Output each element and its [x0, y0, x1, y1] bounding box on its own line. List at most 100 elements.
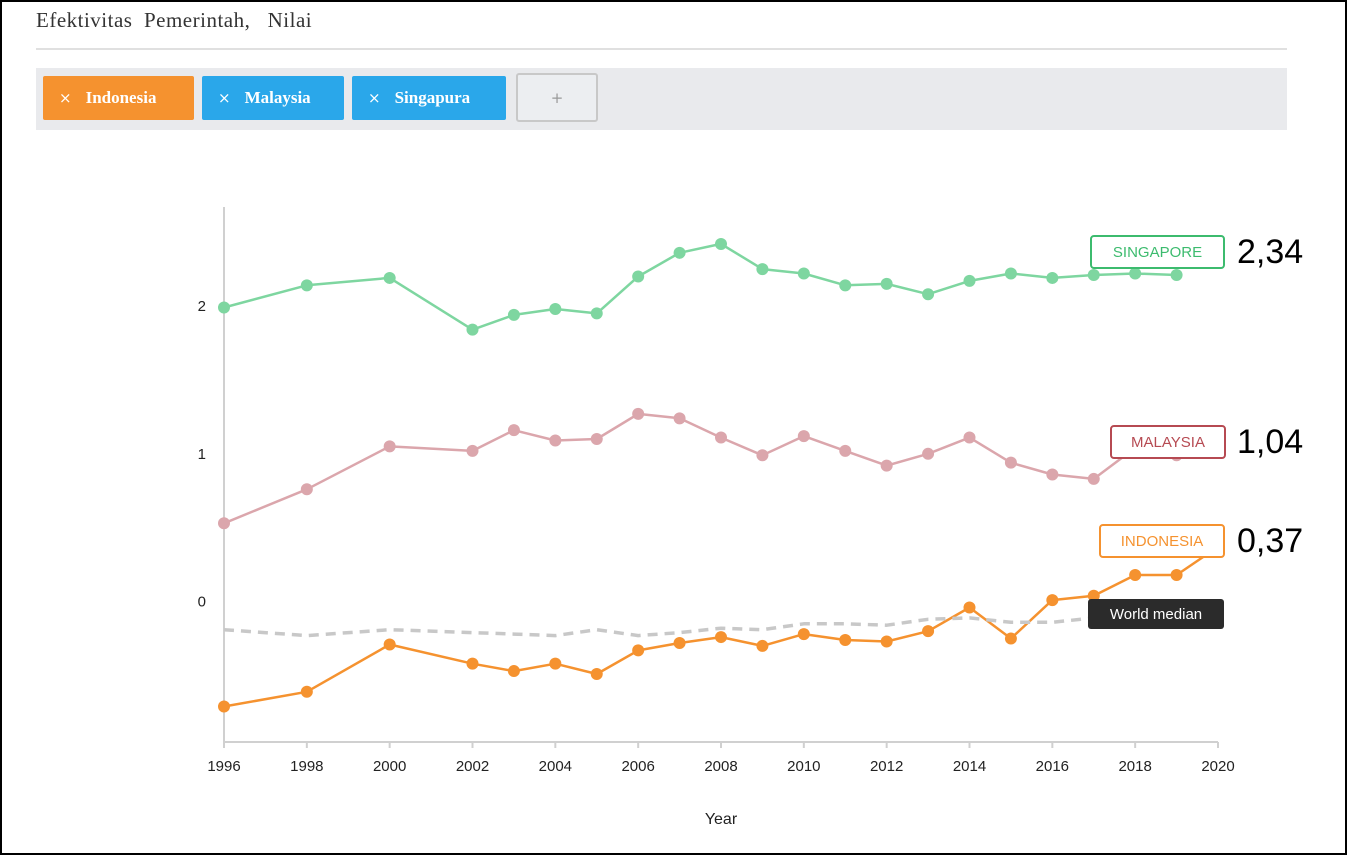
singapore-point[interactable]	[549, 302, 562, 315]
singapore-point[interactable]	[300, 279, 313, 292]
indonesia-point[interactable]	[1170, 568, 1183, 581]
remove-singapura-icon[interactable]: ×	[368, 89, 381, 107]
malaysia-point[interactable]	[1004, 456, 1017, 469]
singapore-line	[223, 242, 1177, 331]
singapore-point[interactable]	[1170, 268, 1183, 281]
x-tick-label: 2006	[621, 758, 654, 775]
singapore-point[interactable]	[1129, 267, 1142, 280]
remove-indonesia-icon[interactable]: ×	[59, 89, 72, 107]
indonesia-point[interactable]	[218, 700, 230, 713]
x-tick-label: 1998	[290, 758, 323, 775]
singapore-point[interactable]	[1087, 268, 1100, 281]
malaysia-point[interactable]	[797, 430, 810, 443]
singapore-point[interactable]	[383, 271, 396, 284]
singapore-point[interactable]	[756, 263, 769, 276]
world-median-tag-label: World median	[1110, 606, 1202, 623]
malaysia-point[interactable]	[756, 449, 769, 462]
indonesia-point[interactable]	[632, 644, 645, 657]
malaysia-point[interactable]	[1087, 472, 1100, 485]
x-tick-label: 2012	[870, 758, 903, 775]
malaysia-point[interactable]	[632, 407, 645, 420]
malaysia-point[interactable]	[715, 431, 727, 444]
indonesia-point[interactable]	[673, 636, 686, 649]
singapore-point[interactable]	[963, 274, 976, 287]
malaysia-point[interactable]	[880, 459, 893, 472]
singapore-point[interactable]	[1046, 271, 1059, 284]
x-tick-label: 2014	[953, 758, 986, 775]
x-tick-label: 2004	[539, 758, 572, 775]
indonesia-point[interactable]	[963, 601, 976, 614]
malaysia-point[interactable]	[300, 483, 313, 496]
remove-malaysia-icon[interactable]: ×	[218, 89, 231, 107]
title-divider	[36, 48, 1287, 50]
indonesia-point[interactable]	[1004, 632, 1017, 645]
singapore-point[interactable]	[590, 307, 603, 320]
malaysia-point[interactable]	[507, 424, 520, 437]
singapore-point[interactable]	[715, 237, 727, 250]
malaysia-point[interactable]	[922, 447, 935, 460]
indonesia-point[interactable]	[1129, 568, 1142, 581]
malaysia-point[interactable]	[383, 440, 396, 453]
x-tick-label: 2008	[704, 758, 737, 775]
chip-singapura-label: Singapura	[394, 88, 471, 107]
malaysia-tag-label: MALAYSIA	[1131, 434, 1205, 451]
singapore-tag-label: SINGAPORE	[1113, 244, 1202, 261]
malaysia-point[interactable]	[1046, 468, 1059, 481]
singapore-point[interactable]	[797, 267, 810, 280]
indonesia-point[interactable]	[839, 634, 852, 647]
malaysia-point[interactable]	[466, 444, 479, 457]
indonesia-point[interactable]	[1087, 589, 1100, 602]
chip-malaysia[interactable]: × Malaysia	[202, 76, 344, 120]
singapore-point[interactable]	[880, 277, 893, 290]
x-tick-label: 2000	[373, 758, 406, 775]
x-axis-label: Year	[705, 811, 738, 828]
malaysia-point[interactable]	[963, 431, 976, 444]
chip-indonesia-label: Indonesia	[85, 88, 157, 107]
malaysia-point[interactable]	[218, 517, 230, 530]
indonesia-point[interactable]	[300, 685, 313, 698]
singapore-point[interactable]	[673, 246, 686, 259]
chip-singapura[interactable]: × Singapura	[352, 76, 506, 120]
indonesia-point[interactable]	[1046, 594, 1059, 607]
indonesia-end-value: 0,37	[1237, 522, 1304, 560]
plus-icon: +	[550, 88, 564, 107]
malaysia-tag-box	[1110, 425, 1226, 459]
world-median-tag: World median	[1088, 599, 1224, 629]
x-ticks: 1996 1998 2000 2002 2004 2006 2008 2010 2012 2014…	[207, 742, 1235, 775]
series-group	[218, 237, 1224, 713]
malaysia-point[interactable]	[673, 412, 686, 425]
indonesia-point[interactable]	[880, 635, 893, 648]
malaysia-point[interactable]	[590, 433, 603, 446]
singapore-point[interactable]	[839, 279, 852, 292]
world-median-tag-box	[1088, 599, 1224, 629]
indonesia-tag-label: INDONESIA	[1121, 533, 1204, 550]
singapore-point[interactable]	[922, 288, 935, 301]
indonesia-point[interactable]	[590, 668, 603, 681]
malaysia-point[interactable]	[549, 434, 562, 447]
malaysia-tag: MALAYSIA	[1110, 425, 1226, 459]
indonesia-point[interactable]	[383, 638, 396, 651]
x-tick-label: 1996	[207, 758, 240, 775]
singapore-point[interactable]	[218, 301, 230, 314]
page-title: Efektivitas Pemerintah, Nilai	[36, 8, 313, 32]
y-tick-label: 2	[198, 298, 206, 315]
singapore-point[interactable]	[507, 308, 520, 321]
world-median-line	[223, 616, 1094, 638]
malaysia-point[interactable]	[839, 444, 852, 457]
x-tick-label: 2002	[456, 758, 489, 775]
indonesia-point[interactable]	[756, 639, 769, 652]
x-tick-label: 2018	[1118, 758, 1151, 775]
indonesia-point[interactable]	[922, 625, 935, 638]
indonesia-point[interactable]	[549, 657, 562, 670]
indonesia-point[interactable]	[507, 665, 520, 678]
chip-indonesia[interactable]: × Indonesia	[43, 76, 194, 120]
add-country-button[interactable]: +	[516, 73, 598, 122]
singapore-point[interactable]	[632, 270, 645, 283]
chip-malaysia-label: Malaysia	[244, 88, 311, 107]
indonesia-point[interactable]	[715, 631, 727, 644]
singapore-point[interactable]	[466, 323, 479, 336]
indonesia-point[interactable]	[797, 628, 810, 641]
singapore-point[interactable]	[1004, 267, 1017, 280]
indonesia-point[interactable]	[466, 657, 479, 670]
